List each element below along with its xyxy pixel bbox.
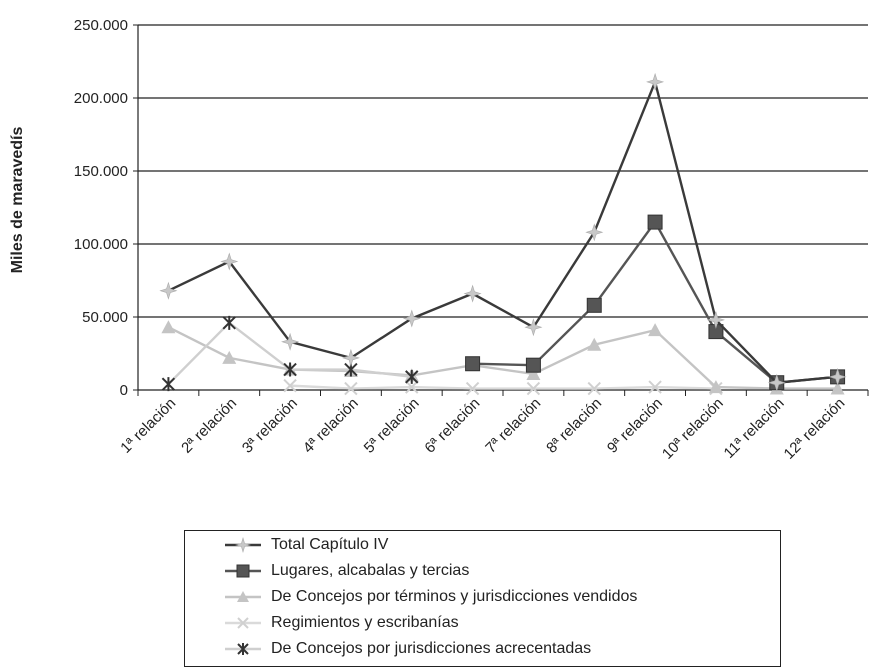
data-point <box>465 381 480 396</box>
legend-swatch <box>225 536 261 554</box>
data-point <box>587 337 602 351</box>
legend-swatch <box>225 617 261 629</box>
data-point <box>526 381 541 396</box>
x-tick-label: 1ª relación <box>117 395 179 457</box>
data-point <box>237 617 249 629</box>
x-tick-label: 5ª relación <box>361 395 423 457</box>
data-point <box>586 297 602 313</box>
x-tick-label: 12ª relación <box>781 395 849 463</box>
data-point <box>465 356 481 372</box>
data-point <box>585 223 604 242</box>
data-point <box>830 381 845 395</box>
data-point <box>646 72 665 91</box>
x-tick-label: 7ª relación <box>482 395 544 457</box>
data-point <box>708 380 723 394</box>
series-line <box>167 326 838 390</box>
y-axis-label: Miles de maravedís <box>9 127 26 274</box>
data-point <box>706 310 725 329</box>
y-tick-label: 50.000 <box>82 309 128 326</box>
x-tick-label: 4ª relación <box>300 395 362 457</box>
legend-swatch <box>225 564 261 578</box>
x-tick-label: 10ª relación <box>659 395 727 463</box>
data-point <box>236 564 250 578</box>
data-point <box>648 380 662 394</box>
series-3 <box>161 320 845 395</box>
data-point <box>281 332 300 351</box>
series-line <box>290 384 716 390</box>
series-1 <box>159 72 847 392</box>
legend-label: Lugares, alcabalas y tercias <box>271 562 470 579</box>
y-tick-labels: 0 50.000 100.000 150.000 200.000 250.000 <box>74 17 128 399</box>
data-point <box>161 377 176 392</box>
data-point <box>647 214 663 230</box>
legend-swatch <box>225 643 261 655</box>
legend-swatch <box>225 591 261 602</box>
series-lines <box>159 72 847 396</box>
data-point <box>283 378 297 393</box>
data-point <box>161 320 176 334</box>
data-point <box>222 350 237 364</box>
gridlines <box>133 24 868 391</box>
x-tick-label: 11ª relación <box>721 395 788 462</box>
series-2 <box>465 214 846 391</box>
data-point <box>463 284 482 303</box>
data-point <box>525 357 541 373</box>
data-point <box>234 536 252 554</box>
data-point <box>767 373 786 392</box>
x-tick-label: 6ª relación <box>421 395 483 457</box>
data-point <box>587 381 601 396</box>
data-point <box>237 591 249 602</box>
data-point <box>402 309 421 328</box>
series-5 <box>161 315 419 392</box>
x-tick-label: 8ª relación <box>543 395 605 457</box>
data-point <box>405 369 419 384</box>
data-point <box>341 348 360 367</box>
data-point <box>159 281 178 300</box>
x-tick-label: 2ª relación <box>178 395 240 457</box>
x-tick-label: 3ª relación <box>239 395 301 457</box>
data-point <box>405 380 419 394</box>
legend-label: De Concejos por jurisdicciones acrecenta… <box>271 640 592 657</box>
data-point <box>220 252 239 271</box>
data-point <box>526 366 541 380</box>
y-tick-label: 100.000 <box>74 236 128 253</box>
y-tick-label: 250.000 <box>74 17 128 34</box>
data-point <box>222 315 236 330</box>
legend: Total Capítulo IV Lugares, alcabalas y te… <box>184 530 781 667</box>
y-tick-label: 0 <box>120 382 128 399</box>
data-point <box>828 367 847 386</box>
y-tick-label: 150.000 <box>74 163 128 180</box>
data-point <box>344 381 358 396</box>
data-point <box>648 323 663 337</box>
legend-label: Total Capítulo IV <box>271 536 389 553</box>
x-tick-label: 9ª relación <box>604 395 666 457</box>
axes <box>137 25 869 396</box>
series-line <box>167 78 838 384</box>
data-point <box>283 362 297 377</box>
legend-label: Regimientos y escribanías <box>271 614 459 631</box>
legend-label: De Concejos por términos y jurisdiccione… <box>271 588 638 605</box>
data-point <box>237 643 249 655</box>
data-point <box>524 318 543 337</box>
y-tick-label: 200.000 <box>74 90 128 107</box>
